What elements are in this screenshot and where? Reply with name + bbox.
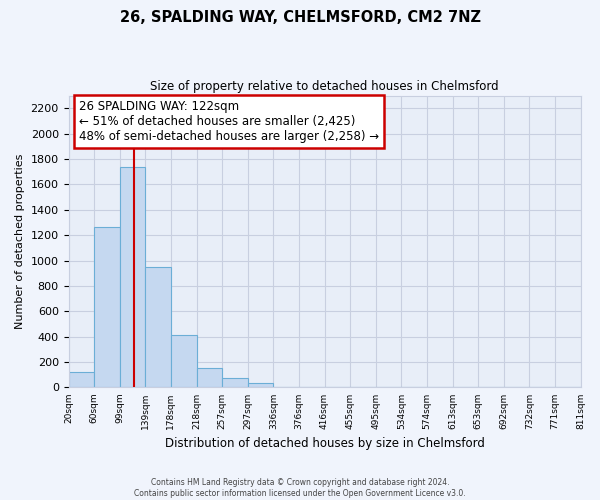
- Title: Size of property relative to detached houses in Chelmsford: Size of property relative to detached ho…: [150, 80, 499, 93]
- Bar: [171, 335, 197, 388]
- Bar: [94, 227, 120, 388]
- Bar: [68, 372, 94, 388]
- Bar: [120, 166, 145, 388]
- Bar: [248, 383, 274, 388]
- Bar: [222, 378, 248, 388]
- Text: Contains HM Land Registry data © Crown copyright and database right 2024.
Contai: Contains HM Land Registry data © Crown c…: [134, 478, 466, 498]
- X-axis label: Distribution of detached houses by size in Chelmsford: Distribution of detached houses by size …: [164, 437, 484, 450]
- Text: 26, SPALDING WAY, CHELMSFORD, CM2 7NZ: 26, SPALDING WAY, CHELMSFORD, CM2 7NZ: [119, 10, 481, 25]
- Y-axis label: Number of detached properties: Number of detached properties: [15, 154, 25, 329]
- Text: 26 SPALDING WAY: 122sqm
← 51% of detached houses are smaller (2,425)
48% of semi: 26 SPALDING WAY: 122sqm ← 51% of detache…: [79, 100, 379, 143]
- Bar: [145, 267, 171, 388]
- Bar: [197, 368, 222, 388]
